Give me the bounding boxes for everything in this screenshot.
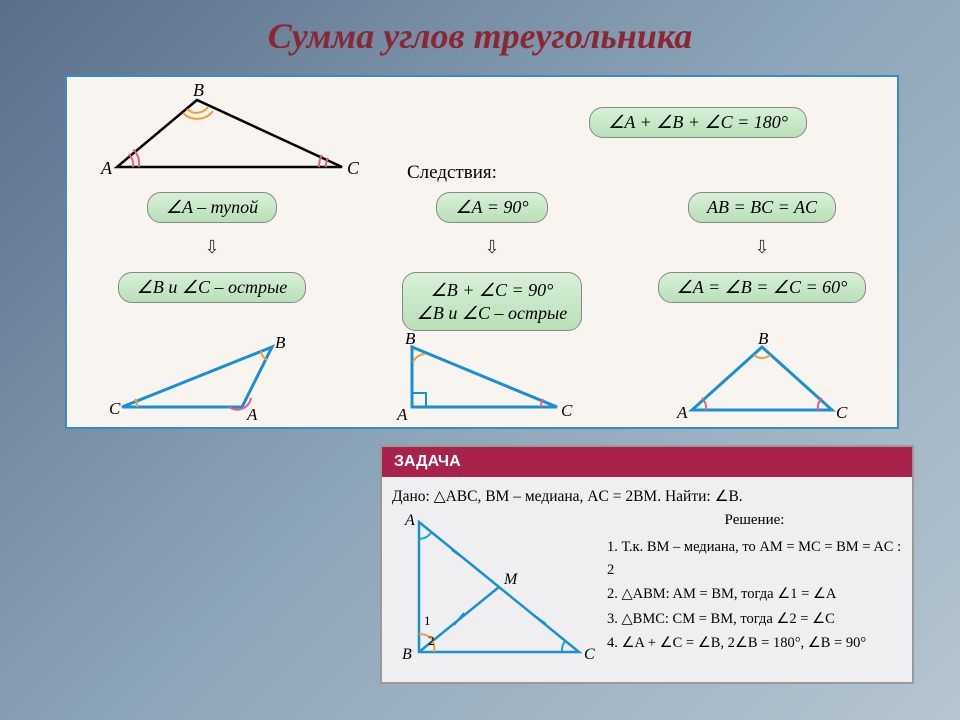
col2-consequence: ∠B + ∠C = 90° ∠B и ∠C – острые bbox=[357, 272, 627, 331]
task-triangle: A B C M 1 2 bbox=[394, 507, 604, 672]
triangle-equilateral-small: A B C bbox=[662, 332, 862, 422]
arrow-icon: ⇩ bbox=[627, 237, 897, 258]
col1-premise: ∠A – тупой bbox=[77, 192, 347, 223]
svg-text:M: M bbox=[503, 571, 519, 588]
col3-consequence: ∠A = ∠B = ∠C = 60° bbox=[627, 272, 897, 303]
svg-text:C: C bbox=[347, 158, 360, 178]
col2-premise: ∠A = 90° bbox=[357, 192, 627, 223]
task-panel: ЗАДАЧА Дано: △ABC, BM – медиана, AC = 2B… bbox=[380, 445, 914, 684]
theory-panel: A B C ∠A + ∠B + ∠C = 180° Следствия: ∠A … bbox=[65, 75, 899, 429]
main-formula: ∠A + ∠B + ∠C = 180° bbox=[589, 107, 807, 138]
svg-text:A: A bbox=[246, 405, 258, 422]
svg-text:A: A bbox=[404, 512, 415, 529]
svg-text:B: B bbox=[193, 82, 204, 100]
solution-step: 1. Т.к. BM – медиана, то AM = MC = BM = … bbox=[607, 536, 902, 581]
task-given: Дано: △ABC, BM – медиана, AC = 2BM. Найт… bbox=[392, 485, 902, 508]
svg-text:C: C bbox=[836, 403, 848, 422]
svg-text:A: A bbox=[100, 158, 113, 178]
svg-text:B: B bbox=[758, 332, 769, 348]
triangle-abc-obtuse: A B C bbox=[87, 82, 367, 187]
page-title: Сумма углов треугольника bbox=[0, 0, 960, 67]
triangle-obtuse-small: C B A bbox=[107, 332, 327, 422]
svg-text:C: C bbox=[584, 646, 595, 663]
svg-text:B: B bbox=[402, 646, 412, 663]
svg-text:C: C bbox=[561, 401, 573, 420]
svg-text:B: B bbox=[405, 332, 416, 348]
triangle-right-small: A B C bbox=[387, 332, 587, 422]
svg-text:1: 1 bbox=[424, 613, 431, 628]
col3-premise: AB = BC = AC bbox=[627, 192, 897, 223]
svg-text:A: A bbox=[396, 405, 408, 422]
consequences-label: Следствия: bbox=[407, 162, 497, 184]
svg-text:C: C bbox=[109, 399, 121, 418]
svg-text:2: 2 bbox=[428, 633, 435, 648]
formula-pill: ∠A + ∠B + ∠C = 180° bbox=[589, 107, 807, 138]
solution-step: 2. △ABM: AM = BM, тогда ∠1 = ∠A bbox=[607, 583, 902, 605]
svg-text:B: B bbox=[275, 333, 286, 352]
solution-label: Решение: bbox=[607, 509, 902, 532]
arrow-icon: ⇩ bbox=[357, 237, 627, 258]
svg-text:A: A bbox=[676, 403, 688, 422]
solution-block: Решение: 1. Т.к. BM – медиана, то AM = M… bbox=[607, 507, 902, 657]
arrow-icon: ⇩ bbox=[77, 237, 347, 258]
solution-step: 3. △BMC: CM = BM, тогда ∠2 = ∠C bbox=[607, 608, 902, 630]
solution-step: 4. ∠A + ∠C = ∠B, 2∠B = 180°, ∠B = 90° bbox=[607, 632, 902, 654]
col1-consequence: ∠B и ∠C – острые bbox=[77, 272, 347, 303]
task-header: ЗАДАЧА bbox=[382, 447, 912, 477]
